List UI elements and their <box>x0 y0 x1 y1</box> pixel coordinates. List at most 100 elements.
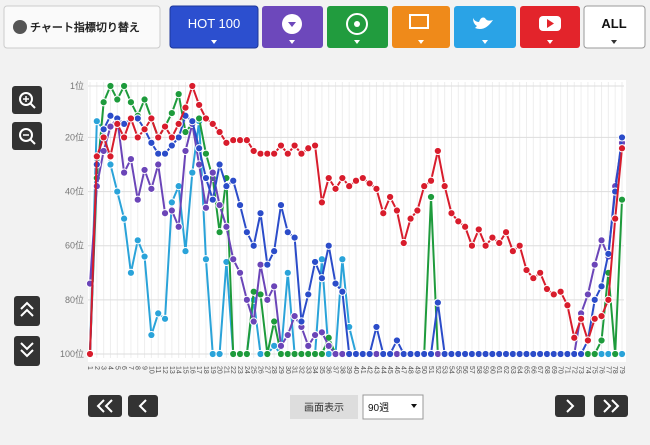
data-point <box>495 238 504 248</box>
data-point <box>242 349 251 359</box>
data-point <box>270 282 279 291</box>
data-point <box>208 349 217 359</box>
display-label-box <box>290 395 358 419</box>
x-tick-label: 39 <box>345 366 352 374</box>
data-point <box>147 114 156 123</box>
zoom-out-button[interactable] <box>12 122 42 150</box>
data-point <box>583 349 592 359</box>
data-point <box>501 228 511 237</box>
x-tick-label: 77 <box>604 366 611 374</box>
switch-button[interactable]: チャート指標切り替え <box>3 5 161 49</box>
data-point <box>229 176 238 185</box>
data-point <box>120 168 129 177</box>
zoom-in-button[interactable] <box>12 86 42 114</box>
data-point <box>399 349 408 359</box>
data-point <box>270 341 279 350</box>
data-point <box>174 90 183 99</box>
x-tick-label: 1 <box>86 366 93 370</box>
data-point <box>433 349 442 359</box>
data-point <box>133 133 142 142</box>
lookup-button[interactable] <box>392 6 450 48</box>
switch-label: チャート指標切り替え <box>30 20 140 34</box>
data-point <box>215 160 224 169</box>
data-point <box>126 114 136 123</box>
data-point <box>222 138 231 147</box>
all-label: ALL <box>601 16 626 31</box>
data-point <box>174 119 183 128</box>
data-point <box>386 349 395 359</box>
x-tick-label: 72 <box>570 366 577 374</box>
data-point <box>324 173 333 183</box>
data-point <box>536 268 545 277</box>
display-select[interactable]: 90週 <box>362 394 424 420</box>
last-page-button[interactable] <box>594 395 628 417</box>
prev-page-button[interactable] <box>128 395 158 417</box>
x-tick-label: 67 <box>536 366 543 374</box>
x-tick-label: 46 <box>393 366 400 374</box>
data-point <box>160 314 170 323</box>
data-point <box>99 133 108 142</box>
data-point <box>617 195 627 204</box>
data-point <box>283 349 292 359</box>
x-tick-label: 17 <box>195 366 202 374</box>
y-tick-label: 80位 <box>65 294 84 305</box>
data-point <box>597 312 606 321</box>
data-point <box>392 206 402 215</box>
data-point <box>617 133 627 142</box>
data-point <box>160 149 170 158</box>
data-point <box>249 241 258 250</box>
data-point <box>229 136 238 145</box>
data-point <box>242 295 251 304</box>
data-point <box>481 349 490 359</box>
data-point <box>454 349 463 359</box>
x-tick-label: 25 <box>250 366 257 374</box>
data-point <box>304 349 313 359</box>
data-point <box>242 228 251 237</box>
data-point <box>317 274 326 283</box>
download-button[interactable] <box>262 6 323 48</box>
x-tick-label: 61 <box>495 366 502 374</box>
data-point <box>147 138 156 147</box>
all-button[interactable]: ALL <box>583 5 646 49</box>
scroll-down-button[interactable] <box>14 336 40 366</box>
data-point <box>447 349 456 359</box>
x-tick-label: 20 <box>216 366 223 374</box>
twitter-button[interactable] <box>454 6 516 48</box>
data-point <box>542 284 552 294</box>
x-tick-label: 14 <box>175 366 182 374</box>
data-point <box>324 241 333 250</box>
data-point <box>290 312 299 321</box>
data-point <box>276 201 286 210</box>
first-page-button[interactable] <box>88 395 122 417</box>
x-tick-label: 59 <box>482 366 489 374</box>
data-point <box>440 349 449 359</box>
next-page-button[interactable] <box>555 395 585 417</box>
data-point <box>290 141 299 150</box>
data-point <box>167 198 176 207</box>
data-point <box>276 141 286 150</box>
display-label: 画面表示 <box>304 401 344 414</box>
data-point <box>208 195 217 204</box>
data-point <box>467 241 477 250</box>
data-point <box>263 349 272 359</box>
data-point <box>92 152 101 161</box>
data-point <box>229 349 238 359</box>
data-point <box>160 209 170 218</box>
data-point <box>215 127 224 137</box>
x-tick-label: 19 <box>209 366 216 374</box>
data-point <box>536 349 545 359</box>
x-tick-label: 53 <box>441 366 448 374</box>
scroll-up-button[interactable] <box>14 296 40 326</box>
hot100-button[interactable]: HOT 100 <box>169 5 259 49</box>
data-point <box>570 333 579 342</box>
x-tick-label: 12 <box>161 366 168 374</box>
data-point <box>351 349 361 359</box>
x-tick-label: 29 <box>277 366 284 374</box>
data-point <box>563 301 572 310</box>
youtube-button[interactable] <box>520 6 580 48</box>
x-tick-label: 38 <box>338 366 345 374</box>
streaming-button[interactable] <box>327 6 388 48</box>
x-tick-label: 64 <box>516 366 523 374</box>
data-point <box>310 257 320 267</box>
